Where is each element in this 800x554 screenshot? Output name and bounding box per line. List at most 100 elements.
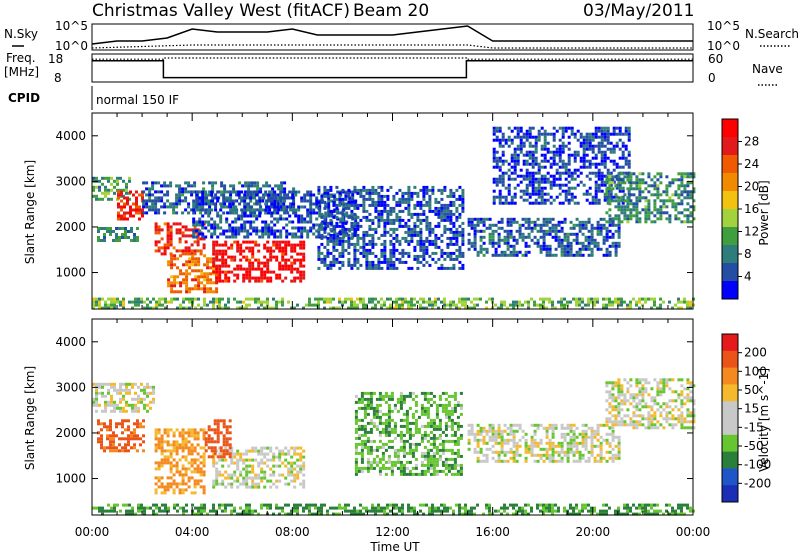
heatmap-cell: [182, 272, 186, 276]
heatmap-cell: [540, 174, 544, 178]
heatmap-cell: [327, 211, 331, 215]
heatmap-cell: [548, 229, 552, 233]
heatmap-cell: [560, 241, 564, 245]
heatmap-cell: [554, 247, 558, 251]
heatmap-cell: [92, 300, 95, 304]
heatmap-cell: [617, 244, 621, 248]
heatmap-cell: [326, 221, 330, 225]
heatmap-cell: [564, 168, 568, 172]
heatmap-cell: [422, 306, 425, 310]
heatmap-cell: [212, 272, 216, 276]
heatmap-cell: [578, 241, 582, 245]
heatmap-cell: [192, 199, 196, 203]
heatmap-cell: [614, 217, 618, 221]
heatmap-cell: [579, 165, 583, 169]
heatmap-cell: [272, 470, 276, 474]
heatmap-cell: [362, 206, 366, 210]
heatmap-cell: [299, 455, 303, 459]
heatmap-cell: [263, 243, 267, 247]
heatmap-cell: [107, 188, 110, 192]
heatmap-cell: [581, 306, 584, 310]
heatmap-cell: [306, 235, 310, 239]
heatmap-cell: [360, 406, 364, 410]
heatmap-cell: [222, 452, 226, 456]
heatmap-cell: [536, 238, 540, 242]
heatmap-cell: [560, 247, 564, 251]
heatmap-cell: [458, 185, 462, 189]
heatmap-cell: [605, 235, 609, 239]
heatmap-cell: [202, 458, 206, 462]
heatmap-cell: [348, 229, 352, 233]
heatmap-cell: [184, 440, 188, 444]
heatmap-cell: [242, 279, 246, 283]
heatmap-cell: [561, 126, 565, 130]
heatmap-cell: [638, 306, 641, 310]
heatmap-cell: [573, 168, 577, 172]
heatmap-cell: [593, 297, 596, 301]
heatmap-cell: [542, 241, 546, 245]
heatmap-cell: [140, 397, 143, 401]
heatmap-cell: [207, 211, 211, 215]
heatmap-cell: [279, 196, 283, 200]
heatmap-cell: [227, 276, 231, 280]
heatmap-cell: [404, 260, 408, 264]
heatmap-cell: [455, 306, 458, 310]
heatmap-cell: [347, 297, 350, 301]
heatmap-cell: [206, 257, 210, 261]
heatmap-cell: [228, 455, 232, 459]
heatmap-cell: [224, 249, 228, 253]
heatmap-cell: [617, 199, 621, 203]
heatmap-cell: [557, 235, 561, 239]
heatmap-cell: [534, 150, 538, 154]
heatmap-cell: [605, 250, 609, 254]
heatmap-cell: [440, 300, 443, 304]
heatmap-cell: [402, 424, 406, 428]
heatmap-cell: [233, 273, 237, 277]
heatmap-cell: [542, 220, 546, 224]
heatmap-cell: [399, 394, 403, 398]
heatmap-cell: [366, 421, 370, 425]
heatmap-cell: [578, 297, 581, 301]
heatmap-cell: [653, 300, 656, 304]
heatmap-cell: [680, 220, 684, 224]
heatmap-cell: [317, 254, 321, 258]
heatmap-cell: [395, 227, 399, 231]
heatmap-cell: [383, 303, 386, 307]
heatmap-cell: [112, 434, 115, 438]
heatmap-cell: [525, 159, 529, 163]
heatmap-cell: [482, 247, 486, 251]
heatmap-cell: [203, 303, 206, 307]
heatmap-cell: [134, 300, 137, 304]
heatmap-cell: [323, 227, 327, 231]
heatmap-cell: [618, 132, 622, 136]
heatmap-cell: [498, 138, 502, 142]
heatmap-cell: [632, 181, 636, 185]
heatmap-cell: [635, 214, 639, 218]
heatmap-cell: [458, 254, 462, 258]
heatmap-cell: [231, 208, 235, 212]
heatmap-cell: [503, 235, 507, 239]
heatmap-cell: [214, 208, 218, 212]
heatmap-cell: [449, 215, 453, 219]
heatmap-cell: [495, 150, 499, 154]
heatmap-cell: [407, 191, 411, 195]
heatmap-cell: [195, 208, 199, 212]
heatmap-cell: [195, 205, 199, 209]
heatmap-cell: [407, 242, 411, 246]
heatmap-cell: [320, 212, 324, 216]
heatmap-cell: [182, 297, 185, 301]
heatmap-cell: [324, 235, 328, 239]
heatmap-cell: [386, 197, 390, 201]
heatmap-cell: [437, 200, 441, 204]
heatmap-cell: [558, 147, 562, 151]
heatmap-cell: [302, 449, 306, 453]
heatmap-cell: [626, 214, 630, 218]
heatmap-cell: [215, 287, 219, 291]
heatmap-cell: [416, 260, 420, 264]
heatmap-cell: [219, 449, 223, 453]
heatmap-cell: [375, 460, 379, 464]
heatmap-cell: [545, 297, 548, 301]
heatmap-cell: [369, 439, 373, 443]
heatmap-cell: [197, 269, 201, 273]
heatmap-cell: [190, 208, 194, 212]
